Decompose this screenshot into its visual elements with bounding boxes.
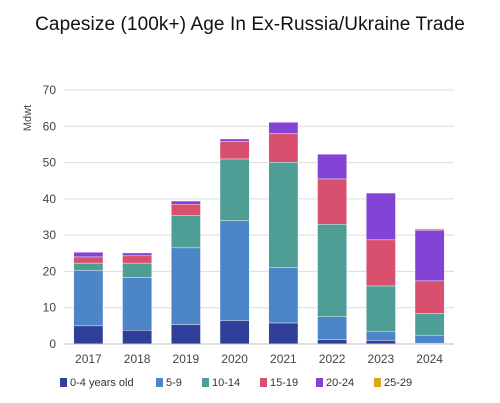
bar-segment-2018-15-19: [122, 255, 152, 264]
x-tick-label: 2018: [124, 352, 151, 366]
bar-segment-2024-10-14: [414, 313, 445, 336]
y-tick-label: 0: [49, 337, 56, 351]
bars: [73, 122, 445, 345]
legend-swatch: [156, 378, 163, 387]
x-axis-ticks: 2017 2018 2019 2020 2021 2022 2023 2024: [75, 352, 443, 366]
bar-segment-2018-10-14: [122, 262, 152, 278]
x-tick-label: 2020: [221, 352, 248, 366]
y-tick-label: 60: [43, 119, 57, 133]
bar-segment-2023-20-24: [366, 192, 396, 241]
legend-item: 0-4 years old: [60, 377, 134, 389]
legend-item: 25-29: [374, 377, 412, 389]
y-tick-label: 10: [43, 301, 57, 315]
bar-segment-2021-10-14: [268, 162, 299, 268]
x-tick-label: 2022: [319, 352, 346, 366]
bar-segment-2019-10-14: [171, 214, 201, 249]
bar-segment-2022-0-4-years-old: [317, 339, 347, 345]
bar-segment-2022-15-19: [317, 178, 347, 225]
bar-segment-2022-10-14: [317, 224, 347, 317]
y-tick-label: 50: [43, 156, 57, 170]
y-tick-label: 40: [43, 192, 57, 206]
bar-segment-2020-15-19: [219, 141, 250, 160]
bar-segment-2017-15-19: [73, 256, 104, 264]
x-tick-label: 2019: [173, 352, 200, 366]
bar-segment-2017-20-24: [73, 251, 104, 258]
legend-label: 20-24: [326, 377, 354, 389]
bar-segment-2019-5-9: [171, 247, 201, 325]
y-tick-label: 30: [43, 228, 57, 242]
bar-segment-2020-5-9: [219, 220, 250, 321]
bar-segment-2019-15-19: [171, 204, 201, 216]
legend-label: 5-9: [166, 377, 182, 389]
bar-segment-2021-5-9: [268, 267, 299, 324]
bar-segment-2017-0-4-years-old: [73, 325, 104, 345]
legend-item: 20-24: [316, 377, 354, 389]
bar-segment-2020-10-14: [219, 158, 250, 221]
legend: 0-4 years old 5-9 10-14 15-19 20-24 25-29: [60, 377, 412, 389]
bar-segment-2024-25-29: [414, 228, 445, 231]
legend-label: 15-19: [270, 377, 298, 389]
bar-segment-2022-5-9: [317, 316, 347, 340]
bar-segment-2017-5-9: [73, 270, 104, 327]
legend-item: 5-9: [156, 377, 182, 389]
x-tick-label: 2023: [368, 352, 395, 366]
bar-segment-2018-20-24: [122, 252, 152, 257]
bar-segment-2019-0-4-years-old: [171, 324, 201, 345]
bar-segment-2023-10-14: [366, 285, 396, 332]
x-tick-label: 2017: [75, 352, 102, 366]
legend-item: 10-14: [202, 377, 240, 389]
bar-segment-2019-20-24: [171, 200, 201, 205]
bar-segment-2020-0-4-years-old: [219, 320, 250, 345]
legend-swatch: [316, 378, 323, 387]
legend-swatch: [260, 378, 267, 387]
x-tick-label: 2021: [270, 352, 297, 366]
y-tick-label: 70: [43, 83, 57, 97]
bar-segment-2021-0-4-years-old: [268, 322, 299, 345]
x-tick-label: 2024: [416, 352, 443, 366]
legend-swatch: [60, 378, 67, 387]
bar-segment-2021-15-19: [268, 132, 299, 163]
y-tick-label: 20: [43, 264, 57, 278]
bar-segment-2023-0-4-years-old: [366, 340, 396, 345]
bar-segment-2024-20-24: [414, 229, 445, 282]
legend-label: 0-4 years old: [70, 377, 134, 389]
bar-segment-2021-20-24: [268, 122, 299, 134]
legend-swatch: [374, 378, 381, 387]
bar-segment-2023-15-19: [366, 239, 396, 287]
bar-segment-2017-10-14: [73, 262, 104, 271]
bar-segment-2020-20-24: [219, 138, 250, 142]
legend-label: 10-14: [212, 377, 240, 389]
legend-swatch: [202, 378, 209, 387]
bar-segment-2018-5-9: [122, 277, 152, 331]
chart-title: Capesize (100k+) Age In Ex-Russia/Ukrain…: [35, 14, 465, 35]
y-axis-ticks: 0 10 20 30 40 50 60 70: [43, 83, 57, 351]
y-axis-label: Mdwt: [22, 105, 34, 131]
bar-segment-2023-5-9: [366, 331, 396, 341]
bar-segment-2024-15-19: [414, 280, 445, 314]
legend-item: 15-19: [260, 377, 298, 389]
bar-segment-2018-0-4-years-old: [122, 330, 152, 345]
bar-segment-2024-5-9: [414, 335, 445, 344]
legend-label: 25-29: [384, 377, 412, 389]
bar-segment-2022-20-24: [317, 154, 347, 180]
